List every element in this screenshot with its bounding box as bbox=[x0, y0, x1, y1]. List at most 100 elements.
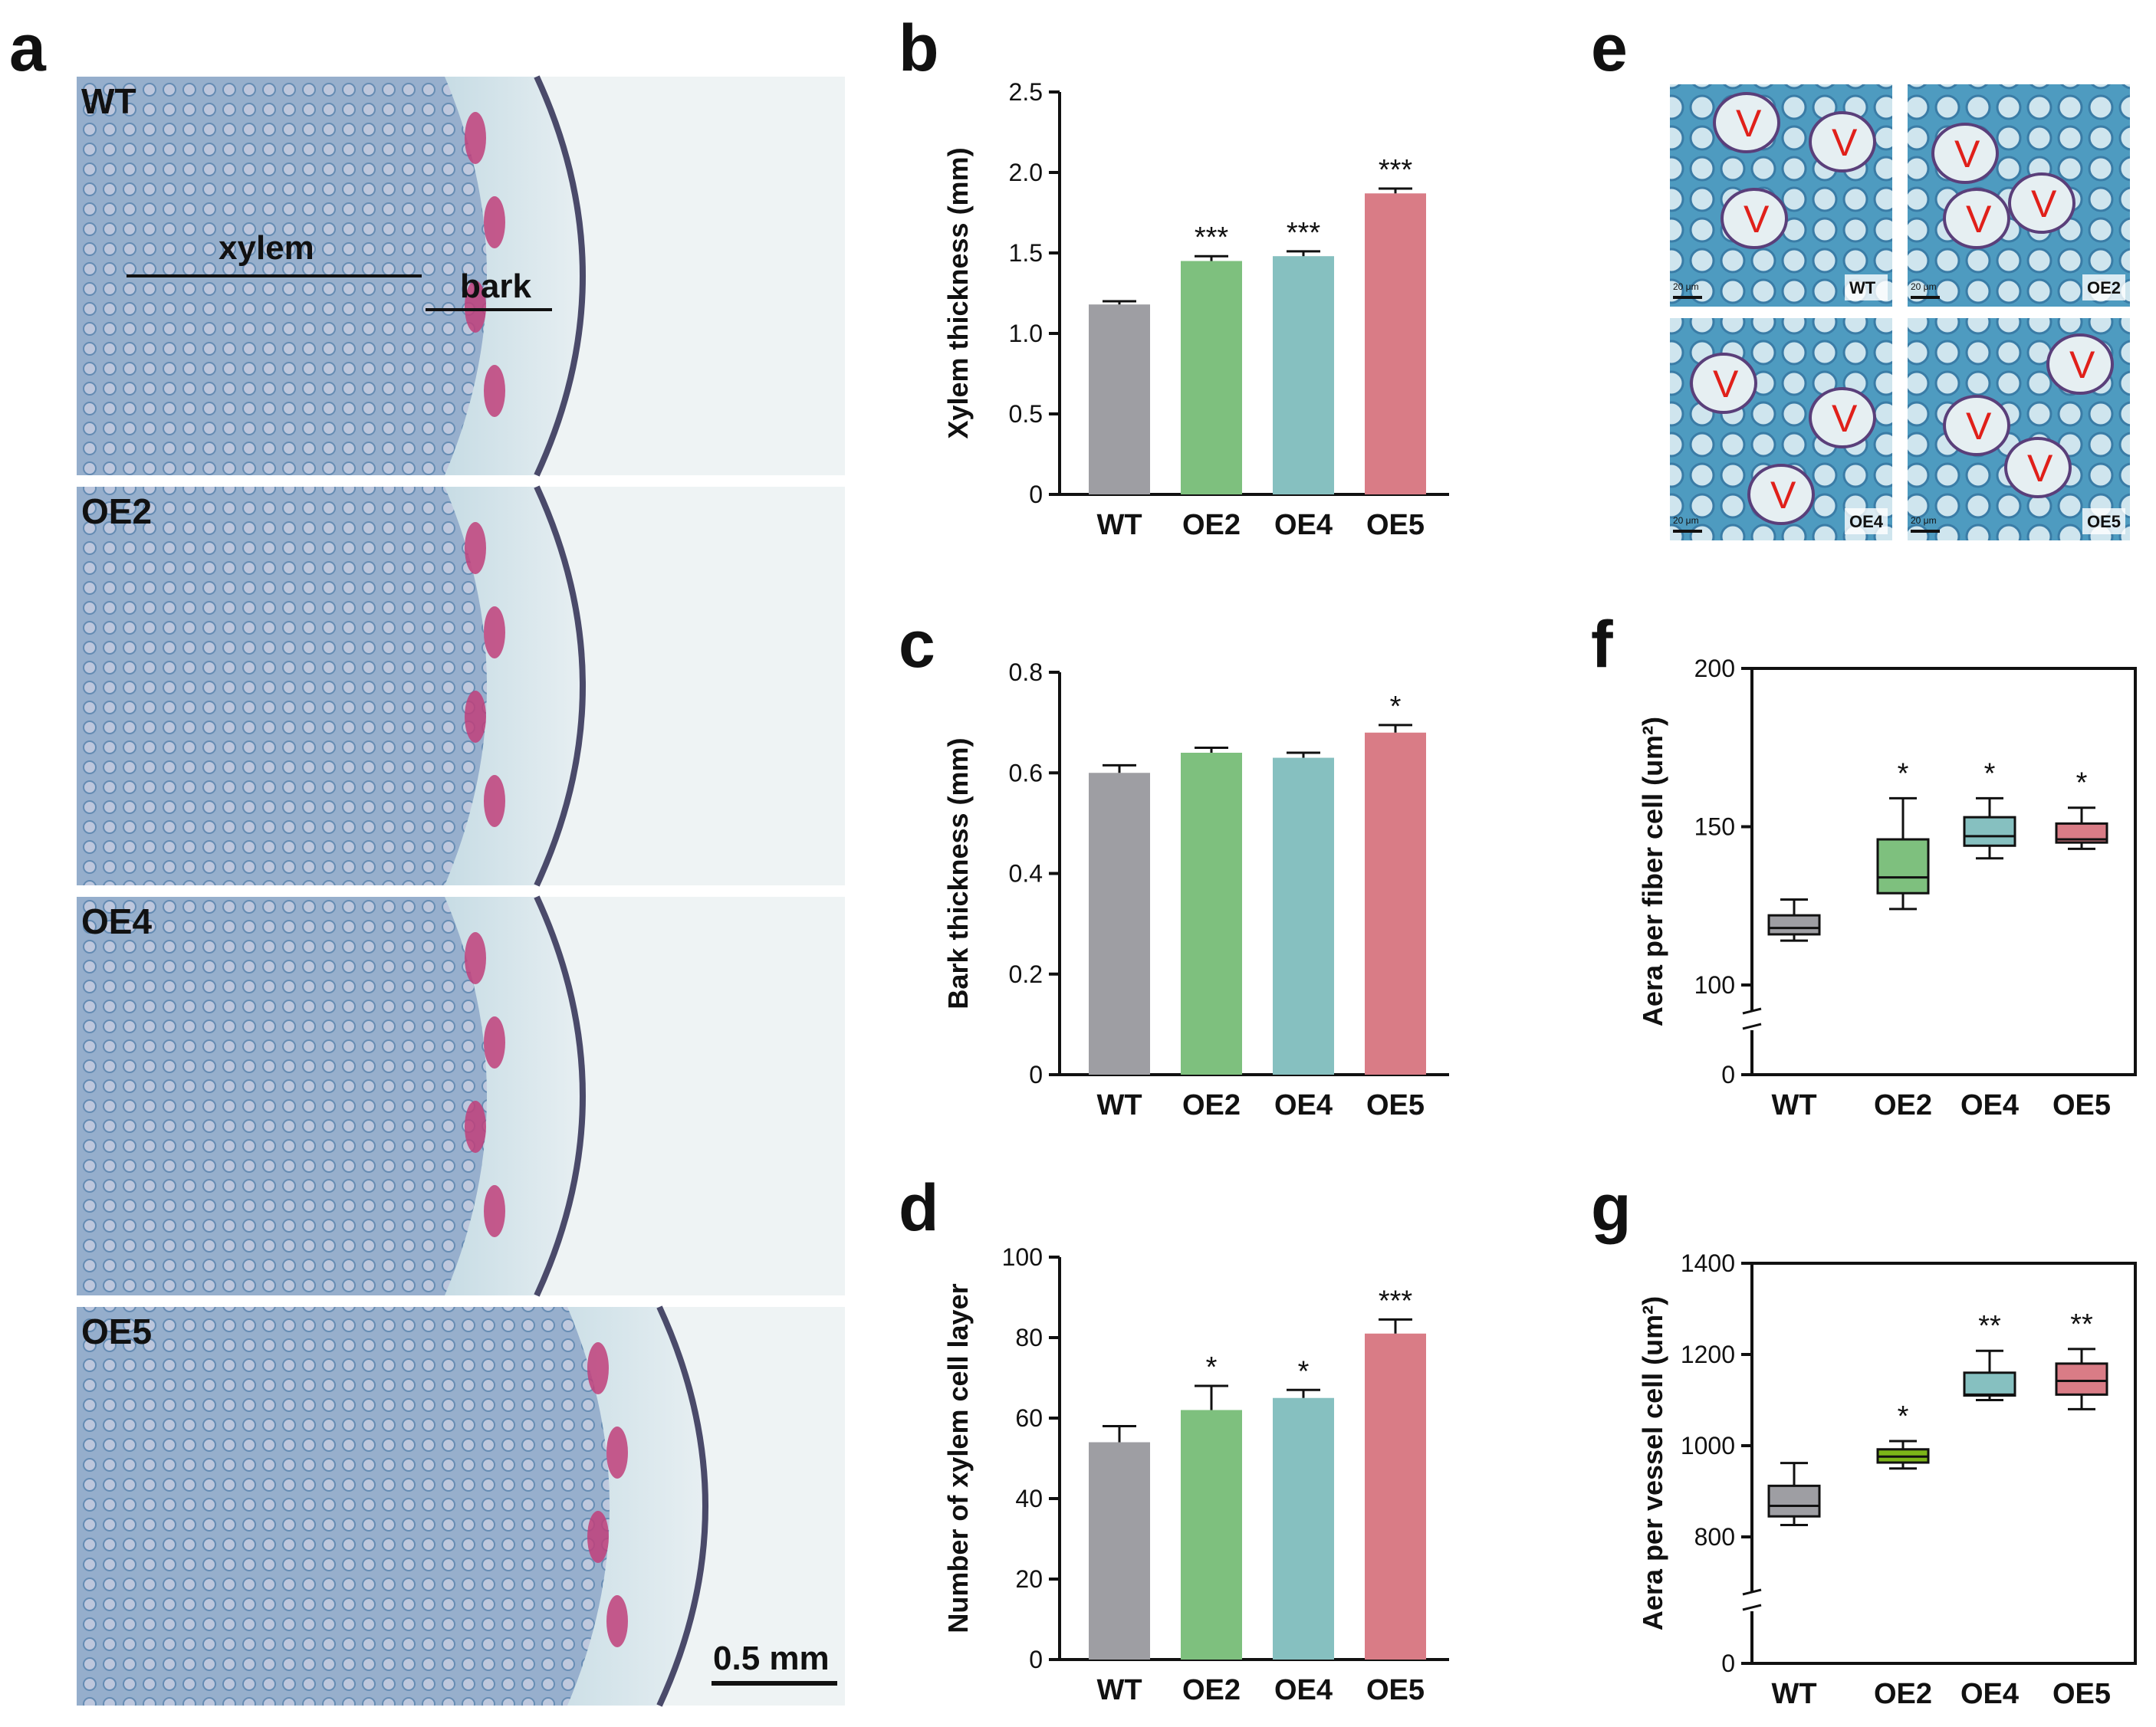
histology-xylem-oe5 bbox=[77, 1307, 610, 1706]
y-tick-label: 1400 bbox=[1681, 1249, 1735, 1277]
vessel-marker: V bbox=[1770, 474, 1796, 517]
y-axis-label: Xylem thickness (mm) bbox=[942, 147, 974, 438]
histology-periderm-oe4 bbox=[534, 895, 586, 1297]
y-tick-label: 0 bbox=[1029, 1061, 1043, 1088]
box-oe4 bbox=[1963, 816, 2016, 847]
fiber-bundle-oe4 bbox=[465, 932, 486, 984]
y-tick-label: 0 bbox=[1721, 1650, 1735, 1677]
vessel-marker: V bbox=[2069, 343, 2095, 386]
vessel-marker: V bbox=[1966, 198, 1992, 241]
x-tick-label: OE4 bbox=[1274, 1089, 1333, 1121]
fiber-bundle-wt bbox=[465, 112, 486, 164]
panel-label-e: e bbox=[1591, 11, 1628, 85]
histology-label-wt: WT bbox=[81, 81, 136, 121]
fiber-bundle-oe5 bbox=[587, 1511, 609, 1563]
panel-label-a: a bbox=[9, 11, 47, 85]
vessel-cell bbox=[2046, 333, 2114, 395]
histology-periderm-oe2 bbox=[534, 485, 586, 887]
micrograph-scale-label: 20 μm bbox=[1911, 515, 1937, 526]
y-tick-label: 40 bbox=[1015, 1485, 1043, 1512]
x-tick-label: OE2 bbox=[1874, 1089, 1932, 1121]
y-tick-label: 1000 bbox=[1681, 1432, 1735, 1459]
panel-label-c: c bbox=[899, 608, 935, 681]
vessel-marker: V bbox=[1832, 121, 1858, 164]
chart-g: 0 800 1000 1200 1400 WT * OE2 ** OE4 ** OE5 Aera per… bbox=[1637, 1249, 2137, 1710]
histology-label-oe2: OE2 bbox=[81, 491, 152, 531]
x-tick-label: WT bbox=[1096, 1674, 1142, 1706]
bar-oe5 bbox=[1365, 1333, 1426, 1660]
chart-b: 0 0.5 1.0 1.5 2.0 2.5 WT *** OE2 *** OE4 *** OE5 Xyle… bbox=[942, 78, 1449, 541]
micrograph-label-oe2: OE2 bbox=[2087, 278, 2121, 297]
micrograph-label-bg bbox=[1845, 508, 1888, 534]
plot-frame bbox=[1750, 1262, 2137, 1665]
micrograph-scale-label: 20 μm bbox=[1673, 281, 1699, 292]
y-tick-label: 0.8 bbox=[1009, 658, 1043, 686]
y-tick-label: 2.5 bbox=[1009, 78, 1043, 106]
box-wt bbox=[1767, 1484, 1821, 1518]
significance-mark: ** bbox=[2070, 1308, 2093, 1341]
fiber-bundle-oe5 bbox=[606, 1427, 628, 1479]
significance-mark: *** bbox=[1287, 217, 1321, 249]
y-tick-label: 0 bbox=[1029, 481, 1043, 508]
micrograph-label-bg bbox=[1845, 274, 1888, 300]
chart-f: 0 100 150 200 WT * OE2 * OE4 * OE5 Aera per fiber c… bbox=[1637, 655, 2137, 1121]
x-tick-label: OE4 bbox=[1274, 1674, 1333, 1706]
micrograph-label-oe4: OE4 bbox=[1849, 512, 1884, 531]
bar-oe2 bbox=[1181, 1410, 1242, 1660]
vessel-marker: V bbox=[1736, 102, 1762, 145]
panel-label-d: d bbox=[899, 1171, 939, 1245]
y-tick-label: 0.2 bbox=[1009, 960, 1043, 988]
vessel-cell bbox=[1809, 387, 1876, 448]
y-tick-label: 0 bbox=[1029, 1646, 1043, 1673]
fiber-bundle-oe2 bbox=[465, 522, 486, 574]
vessel-marker: V bbox=[2027, 447, 2053, 490]
x-tick-label: WT bbox=[1096, 1089, 1142, 1121]
chart-c: 0 0.2 0.4 0.6 0.8 WT OE2 OE4 * OE5 Bark thickness … bbox=[942, 658, 1449, 1121]
vessel-cell bbox=[1943, 395, 2010, 456]
vessel-cell bbox=[1931, 123, 1999, 184]
axis-break-mark bbox=[1742, 1604, 1762, 1611]
y-tick-label: 2.0 bbox=[1009, 159, 1043, 186]
axis-break-mark bbox=[1742, 1007, 1762, 1015]
micrograph-label-bg bbox=[2082, 274, 2125, 300]
bar-wt bbox=[1089, 773, 1150, 1075]
panel-label-g: g bbox=[1591, 1171, 1632, 1245]
chart-d: 0 20 40 60 80 100 WT * OE2 * OE4 *** OE5 Number of xy… bbox=[942, 1243, 1449, 1706]
box-oe5 bbox=[2055, 1362, 2108, 1396]
fiber-bundle-oe4 bbox=[465, 1101, 486, 1153]
significance-mark: * bbox=[1390, 691, 1402, 723]
y-tick-label: 800 bbox=[1694, 1523, 1735, 1551]
vessel-cell bbox=[1713, 92, 1780, 153]
vessel-marker: V bbox=[1954, 133, 1980, 176]
vessel-cell bbox=[1747, 464, 1815, 525]
vessel-marker: V bbox=[1966, 405, 1992, 448]
box-oe4 bbox=[1963, 1371, 2016, 1397]
x-tick-label: OE4 bbox=[1960, 1678, 2019, 1710]
significance-mark: * bbox=[1898, 757, 1909, 790]
bar-oe2 bbox=[1181, 261, 1242, 494]
significance-mark: *** bbox=[1379, 154, 1413, 186]
significance-mark: ** bbox=[1978, 1310, 2001, 1342]
x-tick-label: OE2 bbox=[1182, 509, 1241, 541]
y-tick-label: 1.5 bbox=[1009, 239, 1043, 267]
axis-break-mark bbox=[1742, 1023, 1762, 1030]
bar-oe4 bbox=[1273, 1397, 1334, 1660]
y-tick-label: 60 bbox=[1015, 1404, 1043, 1432]
micrograph-label-bg bbox=[2082, 508, 2125, 534]
panel-label-b: b bbox=[899, 11, 939, 85]
significance-mark: * bbox=[1298, 1355, 1310, 1387]
y-axis-label: Bark thickness (mm) bbox=[942, 737, 974, 1009]
x-tick-label: OE4 bbox=[1960, 1089, 2019, 1121]
y-axis-label: Number of xylem cell layer bbox=[942, 1283, 974, 1633]
histology-panel-a: WT OE2 OE4 OE5 bbox=[77, 75, 845, 1707]
micrograph-scale-label: 20 μm bbox=[1673, 515, 1699, 526]
significance-mark: * bbox=[2076, 767, 2088, 799]
micrograph-scale-label: 20 μm bbox=[1911, 281, 1937, 292]
bar-oe5 bbox=[1365, 732, 1426, 1075]
scale-bar-label-a: 0.5 mm bbox=[713, 1640, 830, 1677]
y-tick-label: 0 bbox=[1721, 1061, 1735, 1088]
box-oe2 bbox=[1876, 838, 1930, 895]
x-tick-label: WT bbox=[1771, 1678, 1816, 1710]
y-tick-label: 100 bbox=[1694, 971, 1735, 999]
micrograph-label-wt: WT bbox=[1849, 278, 1876, 297]
